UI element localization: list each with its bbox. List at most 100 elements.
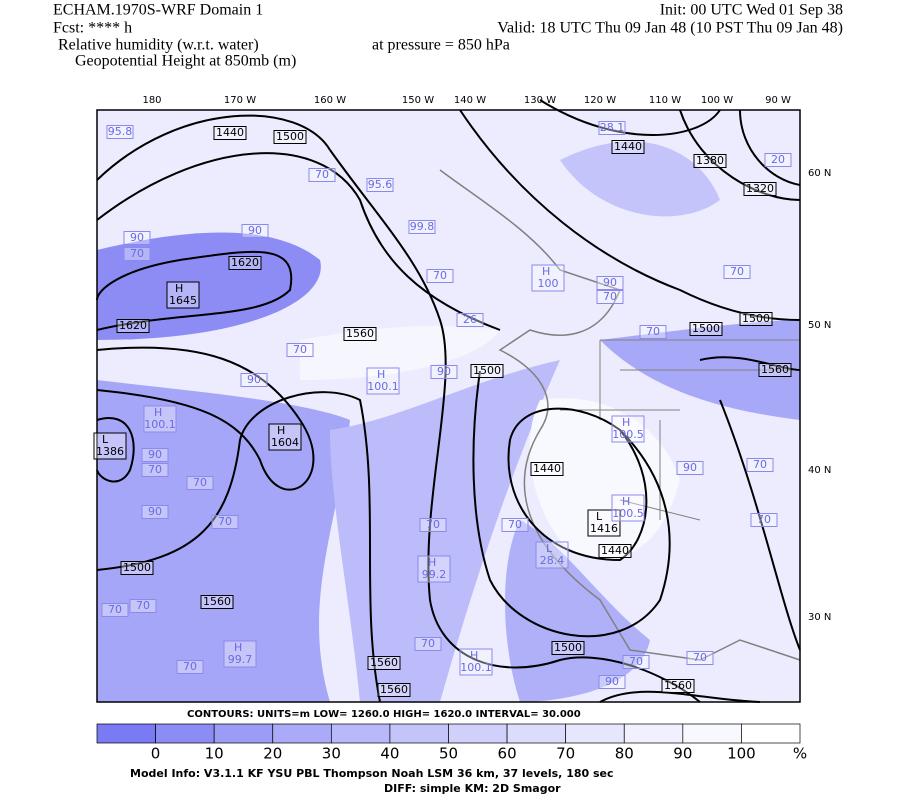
label-box [598,544,632,558]
center-symbol: H [277,424,285,437]
humidity-label: 70 [148,463,162,476]
center-symbol: H [175,282,183,295]
colorbar-label: 40 [380,745,399,763]
label-box [176,660,204,674]
label-box [417,555,451,583]
humidity-label: 70 [730,265,744,278]
label-box [273,130,307,144]
height-label: 1560 [346,327,374,340]
label-box [343,327,377,341]
colorbar-label: 20 [263,745,282,763]
humidity-center-value: 99.7 [228,653,253,666]
label-box [459,648,493,676]
latitude-label: 40 N [808,465,831,476]
label-box [535,541,569,569]
humidity-label: 90 [130,231,144,244]
humidity-label: 70 [508,518,522,531]
longitude-label: 100 W [701,95,733,106]
humidity-label: 70 [646,325,660,338]
humidity-label: 70 [753,458,767,471]
humidity-label: 70 [421,637,435,650]
humidity-label: 95.8 [108,125,133,138]
label-box [166,281,200,309]
label-box [551,641,585,655]
field-name: Relative humidity (w.r.t. water) [58,37,259,54]
center-symbol: L [102,433,109,446]
latitude-label: 30 N [808,612,831,623]
humidity-label: 70 [757,513,771,526]
humidity-center-value: 100 [538,277,559,290]
latitude-label: 60 N [808,168,831,179]
label-box [723,265,751,279]
humidity-center-symbol: H [622,416,630,429]
humidity-label: 26 [463,313,477,326]
label-box [106,125,134,139]
humidity-label: 70 [193,476,207,489]
humidity-label: 70 [693,651,707,664]
height-label: 1560 [203,595,231,608]
label-box [367,656,401,670]
label-box [186,476,214,490]
colorbar-swatch [623,723,684,744]
colorbar-swatch [506,723,567,744]
height-label: 1620 [119,319,147,332]
label-box [596,290,624,304]
label-box [456,313,484,327]
label-box [750,513,778,527]
label-box [622,655,650,669]
humidity-label: 90 [437,365,451,378]
longitude-label: 170 W [224,95,256,106]
height-label: 1500 [123,561,151,574]
humidity-label: 70 [293,343,307,356]
label-box [746,458,774,472]
height-label: 1560 [370,656,398,669]
humidity-label: 90 [247,373,261,386]
humidity-center-symbol: H [622,495,630,508]
label-box [689,322,723,336]
label-box [141,463,169,477]
field-name: Geopotential Height at 850mb (m) [75,53,296,70]
colorbar-swatch [330,723,391,744]
humidity-label: 90 [683,461,697,474]
humidity-center-value: 100.5 [612,507,644,520]
humidity-center-value: 100.1 [460,661,492,674]
label-box [639,325,667,339]
center-value: 1604 [271,436,299,449]
label-box [240,373,268,387]
label-box [129,599,157,613]
colorbar-label: 10 [205,745,224,763]
label-box [693,154,727,168]
label-box [123,247,151,261]
humidity-center-value: 99.2 [422,568,447,581]
label-box [377,683,411,697]
height-label: 1500 [554,641,582,654]
label-box [587,509,621,537]
longitude-label: 130 W [524,95,556,106]
center-value: 1416 [590,522,618,535]
colorbar-label: 100 [727,745,756,763]
label-box [430,365,458,379]
init-time: Init: 00 UTC Wed 01 Sep 38 [660,2,843,19]
center-value: 1645 [169,294,197,307]
humidity-center-value: 100.1 [144,418,176,431]
height-label: 1500 [692,322,720,335]
humidity-center-symbol: H [154,406,162,419]
humidity-center-value: 100.5 [612,428,644,441]
longitude-label: 90 W [765,95,791,106]
label-box [366,367,400,395]
humidity-label: 90 [248,224,262,237]
label-box [308,168,336,182]
humidity-center-value: 100.1 [367,380,399,393]
label-box [268,423,302,451]
pressure-level: at pressure = 850 hPa [372,37,510,54]
humidity-label: 70 [315,168,329,181]
humidity-label: 90 [603,276,617,289]
colorbar-label: 60 [498,745,517,763]
label-box [419,518,447,532]
colorbar-swatch [272,723,332,744]
latitude-label: 50 N [808,320,831,331]
colorbar-unit: % [793,745,807,763]
longitude-label: 150 W [402,95,434,106]
label-box [758,363,792,377]
label-box [286,343,314,357]
